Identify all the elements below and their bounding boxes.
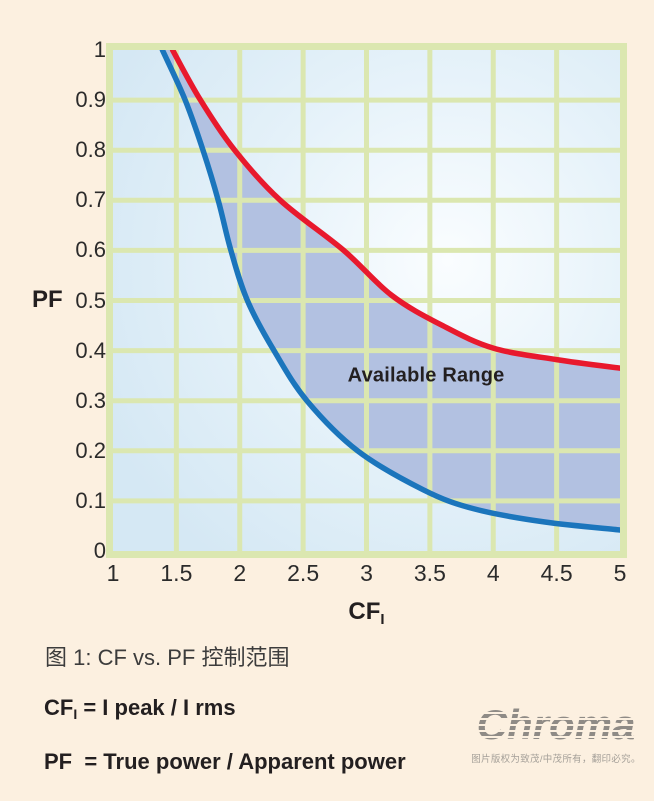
x-axis-label-sub: I — [380, 611, 385, 628]
plot-border — [106, 43, 627, 558]
pf-formula-rest: = True power / Apparent power — [72, 749, 406, 774]
y-tick-label: 0.6 — [75, 237, 106, 263]
cf-formula-base: CF — [44, 695, 74, 720]
lower-limit-curve — [159, 50, 620, 533]
y-tick-label: 0.5 — [75, 287, 106, 313]
y-tick-label: 0.4 — [75, 337, 106, 363]
x-tick-label: 3 — [360, 560, 373, 586]
y-axis-label: PF — [32, 285, 63, 313]
x-tick-label: 3.5 — [413, 560, 446, 586]
y-tick-label: 0.2 — [75, 437, 106, 463]
x-tick-label: 1 — [106, 560, 120, 586]
y-tick-label: 0.3 — [75, 387, 106, 413]
x-tick-label: 4.5 — [540, 560, 573, 586]
y-tick-label: 0.8 — [75, 137, 106, 163]
pf-formula: PF = True power / Apparent power — [44, 749, 406, 775]
cf-formula-rest: = I peak / I rms — [77, 695, 236, 720]
upper-limit-curve — [169, 50, 620, 371]
chroma-wordmark: Chroma — [476, 701, 636, 748]
x-axis-label: CFI — [113, 598, 620, 628]
x-tick-label: 1.5 — [160, 560, 193, 586]
y-tick-label: 0.9 — [75, 87, 106, 113]
x-tick-label: 5 — [613, 560, 627, 586]
available-range-fill — [162, 50, 620, 530]
pf-formula-base: PF — [44, 749, 73, 774]
logo-copyright: 图片版权为致茂/中茂所有，翻印必究。 — [471, 754, 641, 766]
x-tick-label: 4 — [486, 560, 500, 586]
y-tick-label: 0.7 — [75, 187, 106, 213]
y-tick-label: 0.1 — [75, 487, 106, 513]
cf-pf-chart: PF 0 0.1 0.2 0.3 0.4 0.5 0.6 0.7 0.8 0.9 1 1 1.5 2 2.… — [32, 37, 627, 628]
x-axis-label-base: CF — [348, 598, 381, 625]
y-tick-label: 1 — [93, 37, 106, 62]
x-tick-label: 2 — [233, 560, 247, 586]
available-range-label: Available Range — [347, 364, 505, 387]
cf-formula: CFI = I peak / I rms — [44, 695, 236, 722]
chart-canvas — [106, 43, 627, 558]
y-tick-label: 0 — [93, 538, 106, 563]
x-tick-label: 2.5 — [287, 560, 320, 586]
chroma-logo: Chroma 图片版权为致茂/中茂所有，翻印必究。 — [468, 701, 644, 766]
figure-caption: 图 1: CF vs. PF 控制范围 — [45, 645, 290, 670]
cf-formula-subscript: I — [73, 706, 78, 722]
